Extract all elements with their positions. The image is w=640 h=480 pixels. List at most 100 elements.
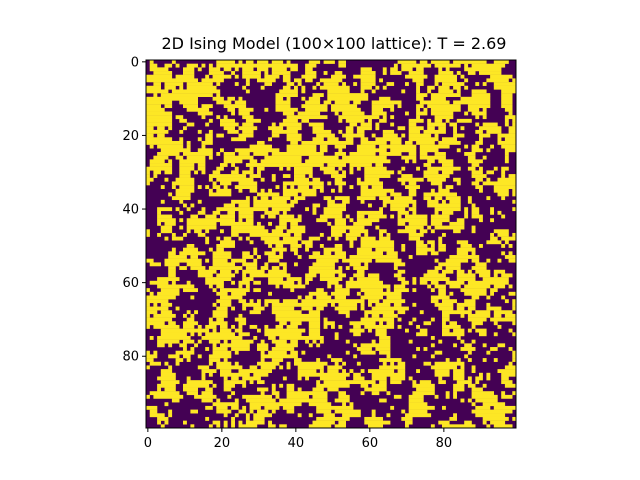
spin-up-cell xyxy=(186,144,191,149)
spin-up-cell xyxy=(360,122,372,127)
spin-up-cell xyxy=(197,163,206,167)
spin-up-cell xyxy=(405,111,409,116)
spin-up-cell xyxy=(208,339,221,344)
spin-up-cell xyxy=(386,251,398,256)
spin-up-cell xyxy=(260,358,265,362)
spin-up-cell xyxy=(345,118,365,123)
spin-up-cell xyxy=(338,273,346,278)
spin-up-cell xyxy=(279,424,287,429)
spin-up-cell xyxy=(471,387,483,392)
spin-up-cell xyxy=(412,159,417,164)
spin-up-cell xyxy=(260,196,269,201)
spin-up-cell xyxy=(412,210,417,215)
spin-up-cell xyxy=(405,328,409,333)
spin-up-cell xyxy=(356,247,372,252)
spin-up-cell xyxy=(146,96,198,101)
spin-up-cell xyxy=(323,251,332,256)
spin-up-cell xyxy=(464,299,476,304)
spin-up-cell xyxy=(216,273,235,278)
spin-up-cell xyxy=(175,358,184,362)
spin-up-cell xyxy=(356,177,361,182)
spin-up-cell xyxy=(449,284,461,289)
spin-up-cell xyxy=(245,60,254,64)
spin-up-cell xyxy=(190,214,198,219)
spin-up-cell xyxy=(231,424,235,429)
spin-up-cell xyxy=(323,196,332,201)
spin-up-cell xyxy=(504,365,517,370)
spin-up-cell xyxy=(453,413,457,418)
spin-up-cell xyxy=(445,196,461,201)
spin-up-cell xyxy=(168,255,187,259)
spin-up-cell xyxy=(360,137,369,142)
spin-up-cell xyxy=(375,122,380,127)
spin-up-cell xyxy=(323,317,328,322)
spin-up-cell xyxy=(467,155,476,160)
spin-up-cell xyxy=(356,214,365,219)
spin-up-cell xyxy=(208,317,213,322)
spin-up-cell xyxy=(501,244,506,248)
spin-up-cell xyxy=(345,284,391,289)
spin-up-cell xyxy=(253,336,258,340)
spin-up-cell xyxy=(408,133,432,138)
spin-up-cell xyxy=(264,71,269,75)
spin-up-cell xyxy=(364,324,395,329)
spin-up-cell xyxy=(205,416,210,421)
spin-up-cell xyxy=(449,122,457,127)
spin-up-cell xyxy=(486,148,491,153)
spin-up-cell xyxy=(179,266,187,270)
spin-up-cell xyxy=(442,313,450,318)
spin-up-cell xyxy=(508,129,517,134)
spin-up-cell xyxy=(282,174,291,178)
spin-up-cell xyxy=(157,343,165,348)
spin-up-cell xyxy=(430,354,435,359)
spin-up-cell xyxy=(316,409,332,414)
spin-up-cell xyxy=(412,380,417,385)
x-tick-label: 20 xyxy=(214,436,231,451)
spin-up-cell xyxy=(205,214,217,219)
spin-up-cell xyxy=(308,291,328,296)
spin-up-cell xyxy=(427,199,439,204)
spin-up-cell xyxy=(390,361,395,366)
spin-up-cell xyxy=(242,405,247,410)
spin-up-cell xyxy=(405,82,409,86)
spin-up-cell xyxy=(482,420,487,425)
spin-up-cell xyxy=(379,144,417,149)
spin-up-cell xyxy=(349,321,376,326)
spin-up-cell xyxy=(504,159,509,164)
spin-up-cell xyxy=(482,155,487,160)
spin-up-cell xyxy=(360,350,376,355)
spin-up-cell xyxy=(312,207,317,212)
spin-up-cell xyxy=(345,313,350,318)
spin-up-cell xyxy=(508,258,517,263)
spin-up-cell xyxy=(220,181,232,186)
spin-up-cell xyxy=(453,85,461,90)
spin-up-cell xyxy=(349,170,354,175)
spin-up-cell xyxy=(490,236,498,241)
spin-up-cell xyxy=(294,361,328,366)
spin-up-cell xyxy=(175,63,180,68)
spin-up-cell xyxy=(508,244,513,248)
spin-up-cell xyxy=(242,71,261,75)
spin-up-cell xyxy=(401,89,406,94)
spin-up-cell xyxy=(290,140,298,145)
spin-up-cell xyxy=(268,188,272,193)
spin-up-cell xyxy=(408,118,424,123)
spin-up-cell xyxy=(305,280,309,285)
spin-up-cell xyxy=(486,302,491,307)
spin-up-cell xyxy=(234,317,247,322)
spin-up-cell xyxy=(397,310,406,315)
spin-up-cell xyxy=(282,74,291,79)
spin-up-cell xyxy=(312,339,317,344)
spin-up-cell xyxy=(186,376,191,381)
spin-up-cell xyxy=(482,115,487,120)
spin-up-cell xyxy=(149,291,154,296)
spin-up-cell xyxy=(453,177,461,182)
spin-up-cell xyxy=(286,126,302,131)
spin-up-cell xyxy=(312,85,317,90)
spin-up-cell xyxy=(201,336,243,340)
spin-up-cell xyxy=(419,60,428,64)
spin-up-cell xyxy=(371,376,387,381)
spin-up-cell xyxy=(412,78,424,83)
spin-up-cell xyxy=(316,258,339,263)
spin-up-cell xyxy=(271,247,287,252)
